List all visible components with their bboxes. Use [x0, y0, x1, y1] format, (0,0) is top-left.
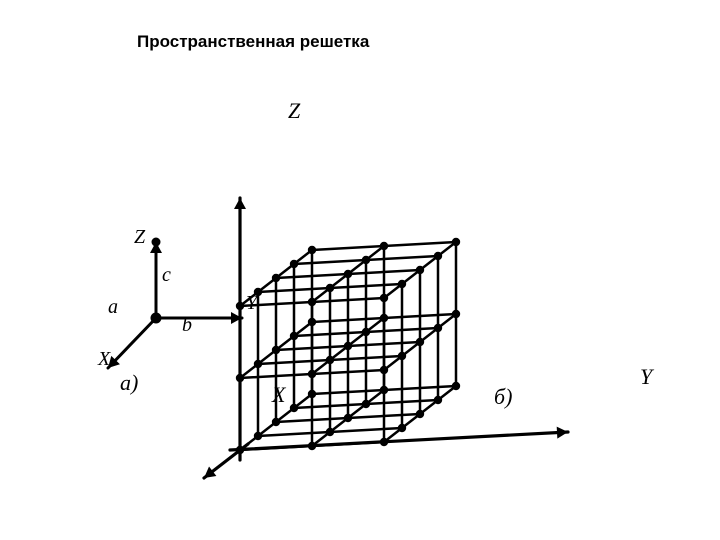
caption-b: б): [494, 384, 512, 410]
label-y-a: Y: [246, 292, 257, 315]
label-x-b: X: [272, 382, 285, 408]
label-z-a: Z: [134, 226, 145, 249]
label-c: c: [162, 264, 171, 287]
lattice-nodes: [236, 238, 460, 454]
figure-b-lattice: [0, 0, 720, 540]
label-y-b: Y: [640, 364, 652, 390]
caption-a: a): [120, 370, 138, 396]
label-z-b: Z: [288, 98, 300, 124]
label-x-a: X: [98, 348, 110, 371]
label-b: b: [182, 314, 192, 337]
label-a: a: [108, 296, 118, 319]
